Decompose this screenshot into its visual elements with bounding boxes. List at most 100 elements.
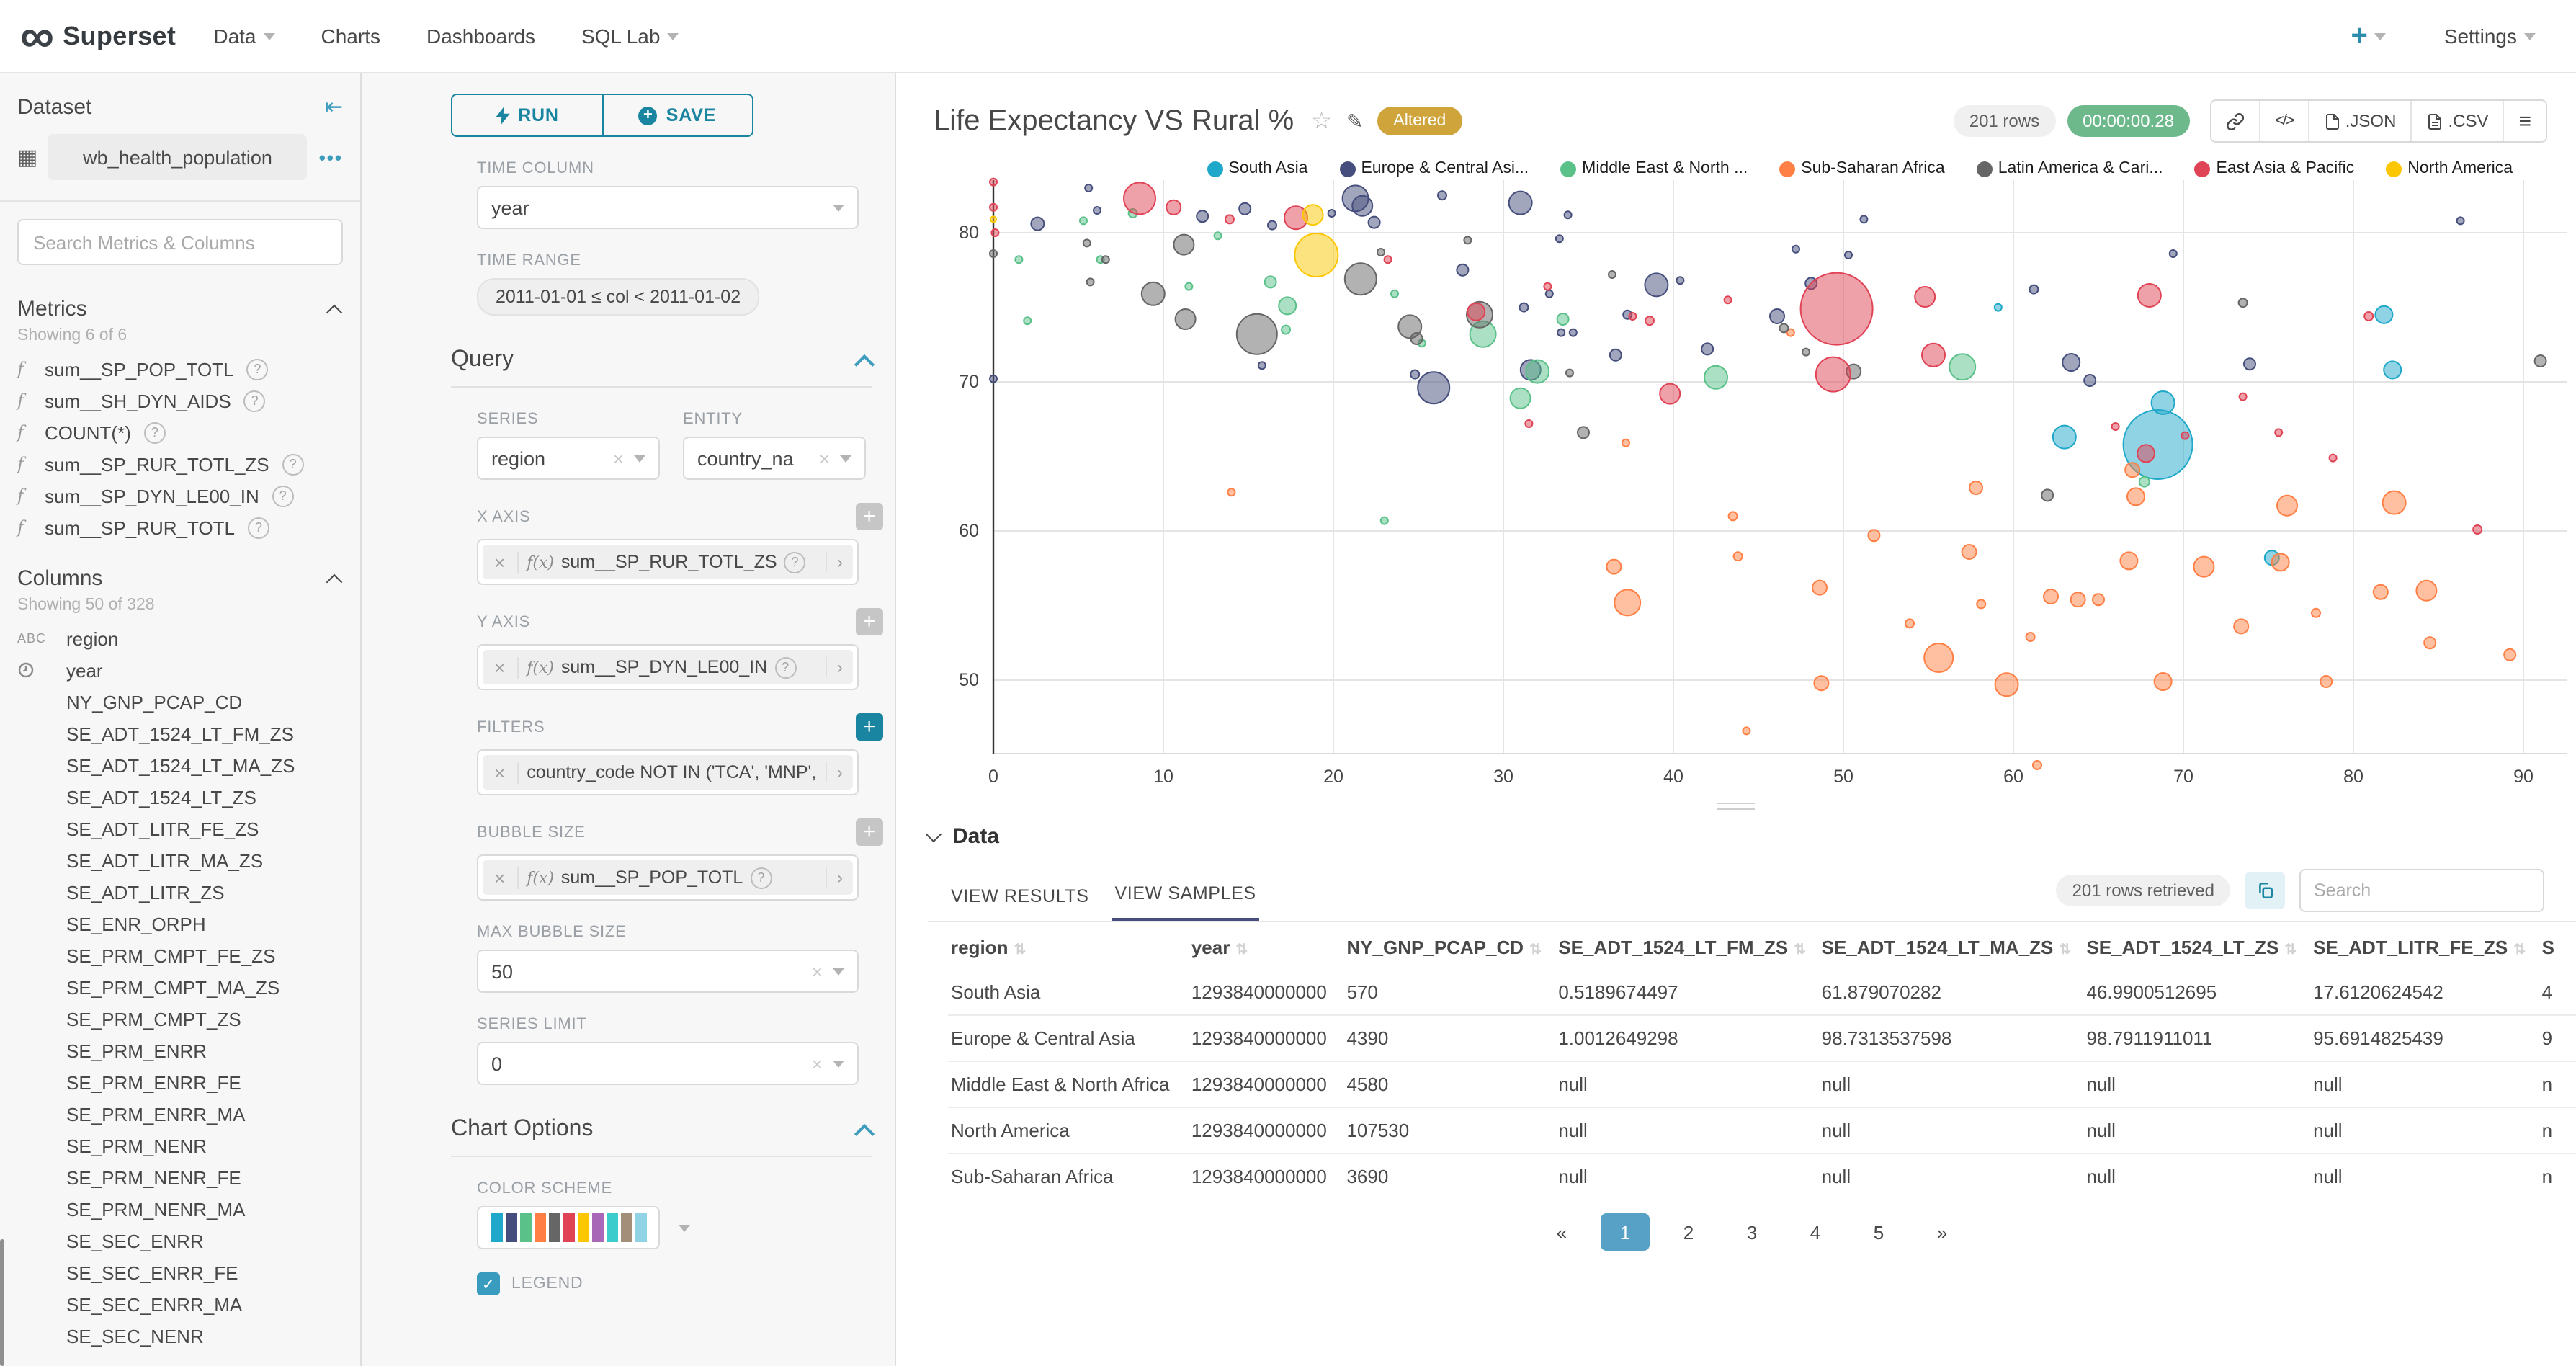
collapse-panel-icon[interactable]: ⇤	[324, 95, 343, 120]
legend-item[interactable]: Latin America & Cari...	[1976, 160, 2163, 177]
bubble[interactable]	[1101, 255, 1110, 264]
remove-icon[interactable]: ×	[483, 551, 519, 573]
clear-icon[interactable]: ×	[612, 447, 624, 469]
legend-item[interactable]: Middle East & North ...	[1560, 160, 1748, 177]
bubble[interactable]	[1609, 348, 1622, 362]
time-column-select[interactable]: year ×	[477, 186, 859, 229]
bubble[interactable]	[1565, 368, 1574, 378]
run-button[interactable]: RUN	[452, 95, 603, 135]
series-select[interactable]: region ×	[477, 437, 660, 480]
column-item[interactable]: SE_PRM_NENR_FE	[0, 1161, 360, 1193]
bubble[interactable]	[1174, 308, 1197, 330]
column-header[interactable]: SE_ADT_1524_LT_ZS ⇅	[2083, 922, 2310, 970]
bubble[interactable]	[989, 177, 998, 187]
legend-item[interactable]: Sub-Saharan Africa	[1779, 160, 1945, 177]
bubble[interactable]	[1732, 551, 1743, 562]
bubble[interactable]	[1343, 262, 1377, 296]
metric-item[interactable]: f COUNT(*)?	[0, 416, 360, 448]
bubble[interactable]	[989, 374, 998, 383]
copy-data-button[interactable]	[2245, 872, 2285, 909]
bubble[interactable]	[1779, 323, 1789, 334]
bubble[interactable]	[2503, 648, 2517, 661]
legend-item[interactable]: North America	[2386, 160, 2513, 177]
dataset-name[interactable]: wb_health_population	[48, 134, 308, 180]
bubble[interactable]	[1123, 182, 1156, 215]
bubble[interactable]	[1525, 359, 1550, 384]
bubble[interactable]	[1786, 328, 1795, 337]
bubble[interactable]	[1812, 579, 1828, 596]
table-search-input[interactable]: Search	[2299, 869, 2544, 912]
bubble[interactable]	[1622, 438, 1630, 447]
bubble[interactable]	[1608, 270, 1616, 279]
bubble[interactable]	[2423, 636, 2437, 650]
bubble[interactable]	[1227, 488, 1236, 497]
export-json-button[interactable]: .JSON	[2309, 101, 2412, 141]
bubble[interactable]	[1813, 675, 1830, 692]
column-item[interactable]: SE_SEC_ENRR_FE	[0, 1256, 360, 1288]
bubble[interactable]	[2137, 283, 2162, 308]
bubble[interactable]	[2320, 675, 2333, 688]
chart-menu-button[interactable]: ≡	[2504, 101, 2546, 141]
bubble[interactable]	[1367, 215, 1381, 229]
bubble[interactable]	[1606, 558, 1622, 575]
column-header[interactable]: region ⇅	[948, 922, 1189, 970]
sort-icon[interactable]: ⇅	[1235, 942, 1248, 958]
bubble[interactable]	[2533, 354, 2547, 367]
bubble[interactable]	[1509, 387, 1531, 409]
table-row[interactable]: South Asia 1293840000000 570 0.5189674497 61…	[948, 970, 2576, 1015]
bubble[interactable]	[2032, 760, 2042, 770]
bubble[interactable]	[1557, 328, 1566, 337]
table-row[interactable]: Europe & Central Asia 1293840000000 4390 1.…	[948, 1014, 2576, 1061]
column-item[interactable]: SE_ADT_1524_LT_MA_ZS	[0, 749, 360, 781]
bubble[interactable]	[1659, 383, 1681, 405]
metric-item[interactable]: f sum__SH_DYN_AIDS?	[0, 385, 360, 416]
column-item[interactable]: SE_PRM_NENR	[0, 1130, 360, 1161]
remove-icon[interactable]: ×	[483, 656, 519, 678]
settings-menu[interactable]: Settings	[2444, 24, 2536, 48]
bubble[interactable]	[1417, 371, 1451, 405]
column-header[interactable]: year ⇅	[1189, 922, 1344, 970]
table-row[interactable]: North America 1293840000000 107530 null null…	[948, 1107, 2576, 1153]
bubble[interactable]	[1327, 209, 1336, 218]
table-row[interactable]: Middle East & North Africa 1293840000000 4…	[948, 1061, 2576, 1107]
bubble[interactable]	[1859, 215, 1869, 224]
page-prev[interactable]: «	[1556, 1221, 1567, 1243]
bubble[interactable]	[990, 228, 1000, 237]
bubble[interactable]	[1563, 210, 1573, 220]
bubble[interactable]	[1257, 361, 1266, 370]
nav-item-dashboards[interactable]: Dashboards	[426, 24, 535, 48]
bubble[interactable]	[1867, 529, 1881, 543]
save-button[interactable]: + SAVE	[603, 95, 752, 135]
bubble[interactable]	[1723, 295, 1732, 305]
bubble[interactable]	[2311, 607, 2321, 618]
chevron-right-icon[interactable]: ›	[826, 762, 853, 782]
page-3[interactable]: 3	[1746, 1221, 1758, 1243]
bubble[interactable]	[1844, 251, 1853, 259]
bubble[interactable]	[2052, 424, 2077, 450]
column-item[interactable]: SE_ADT_LITR_MA_ZS	[0, 844, 360, 876]
bubble[interactable]	[2472, 524, 2483, 535]
bubble[interactable]	[1390, 289, 1399, 298]
bubble[interactable]	[2456, 216, 2465, 226]
bubble[interactable]	[1084, 184, 1094, 192]
bubble[interactable]	[1555, 234, 1564, 244]
embed-code-button[interactable]: </>	[2260, 101, 2309, 141]
page-1[interactable]: 1	[1601, 1213, 1650, 1251]
x-axis-pill[interactable]: f(x) sum__SP_RUR_TOTL_ZS ?	[518, 551, 826, 573]
nav-item-sql-lab[interactable]: SQL Lab	[581, 24, 679, 48]
edit-title-icon[interactable]: ✎	[1346, 109, 1364, 132]
y-axis-pill[interactable]: f(x) sum__SP_DYN_LE00_IN ?	[518, 656, 826, 678]
bubble[interactable]	[1614, 589, 1642, 617]
column-header[interactable]: SE_ADT_LITR_FE_ZS ⇅	[2310, 922, 2539, 970]
bubble[interactable]	[1769, 308, 1785, 324]
column-item[interactable]: NY_GNP_PCAP_CD	[0, 686, 360, 718]
column-header[interactable]: NY_GNP_PCAP_CD ⇅	[1343, 922, 1555, 970]
column-item[interactable]: ABC region	[0, 622, 360, 654]
color-scheme-select[interactable]: ×	[477, 1206, 690, 1249]
bubble[interactable]	[2271, 553, 2290, 572]
filter-pill[interactable]: country_code NOT IN ('TCA', 'MNP', ...	[518, 762, 826, 782]
bubble[interactable]	[989, 249, 998, 258]
bubble[interactable]	[1994, 672, 2019, 697]
bubble[interactable]	[1213, 231, 1222, 241]
bubble[interactable]	[2062, 353, 2081, 372]
